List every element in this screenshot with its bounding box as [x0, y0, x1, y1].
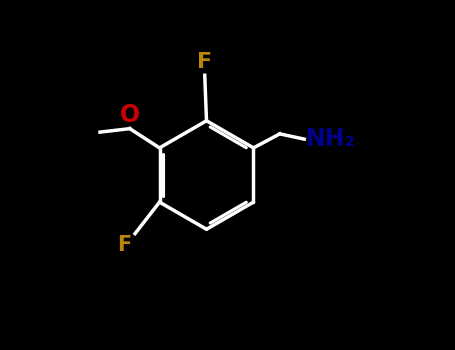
- Text: NH₂: NH₂: [306, 127, 356, 151]
- Text: F: F: [117, 235, 131, 256]
- Text: O: O: [120, 103, 140, 127]
- Text: F: F: [197, 52, 212, 72]
